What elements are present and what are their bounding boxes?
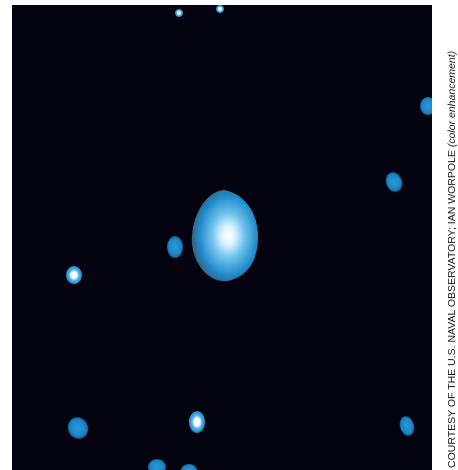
star (181, 464, 197, 470)
central-star (191, 190, 258, 282)
star (67, 417, 89, 439)
star-field-svg (66, 5, 432, 470)
star-field-image (12, 5, 432, 470)
star (420, 97, 432, 115)
star (148, 459, 166, 470)
credit-main: COURTESY OF THE U.S. NAVAL OBSERVATORY; … (446, 150, 458, 468)
credit-note: (color enhancement) (446, 50, 458, 148)
star (175, 9, 183, 17)
star (189, 411, 205, 433)
star (167, 236, 183, 258)
photo-credit: COURTESY OF THE U.S. NAVAL OBSERVATORY; … (446, 51, 458, 468)
star (216, 5, 224, 13)
star (399, 416, 415, 436)
star (385, 172, 403, 192)
star (66, 266, 82, 284)
